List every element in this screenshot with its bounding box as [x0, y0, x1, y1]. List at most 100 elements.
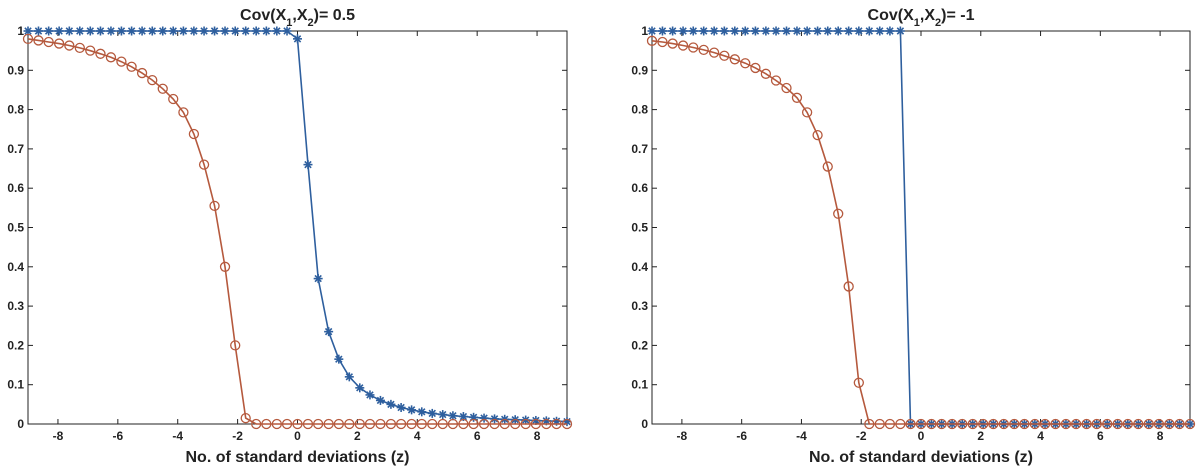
y-tick-label: 0.5: [631, 221, 648, 235]
data-point: [157, 83, 168, 94]
data-point: [667, 38, 678, 49]
data-point: [885, 26, 895, 36]
x-tick-label: 0: [294, 429, 301, 443]
data-point: [719, 50, 730, 61]
data-point: [677, 40, 689, 51]
data-point: [427, 418, 438, 430]
data-point: [106, 26, 116, 36]
x-tick-label: 6: [474, 429, 481, 443]
y-tick-label: 1: [641, 24, 648, 38]
data-point: [324, 327, 334, 337]
data-point: [199, 26, 209, 36]
data-point: [1091, 418, 1102, 430]
data-point: [926, 418, 937, 430]
data-point: [822, 161, 833, 172]
data-point: [458, 418, 469, 430]
data-point: [302, 418, 314, 430]
y-tick-label: 1: [17, 24, 24, 38]
chart-title: Cov(X1,X2)= -1: [868, 7, 975, 29]
data-point: [719, 26, 729, 36]
data-point: [219, 261, 231, 272]
data-point: [333, 418, 344, 430]
data-point: [230, 340, 241, 351]
data-point: [1174, 418, 1185, 430]
x-tick-label: -2: [856, 429, 867, 443]
data-point: [957, 418, 968, 430]
data-point: [281, 418, 293, 430]
y-tick-label: 0.1: [7, 378, 24, 392]
x-tick-label: -8: [677, 429, 688, 443]
data-point: [801, 107, 813, 118]
data-point: [168, 26, 178, 36]
data-point: [334, 354, 344, 364]
data-point: [95, 26, 105, 36]
data-point: [541, 418, 552, 430]
data-point: [905, 418, 916, 430]
y-tick-label: 0.9: [631, 63, 648, 77]
data-point: [1070, 418, 1082, 430]
y-tick-label: 0.8: [7, 103, 24, 117]
data-point: [127, 26, 137, 36]
data-point: [520, 418, 531, 430]
data-point: [530, 418, 542, 430]
data-point: [240, 412, 251, 424]
data-point: [740, 58, 751, 69]
data-point: [978, 418, 989, 430]
data-point: [1153, 418, 1165, 430]
data-point: [220, 26, 230, 36]
y-tick-label: 0.4: [7, 260, 24, 274]
data-point: [448, 411, 458, 421]
data-point: [147, 74, 158, 86]
data-point: [261, 26, 271, 36]
y-tick-label: 0: [17, 417, 24, 431]
data-point: [864, 26, 874, 36]
data-point: [158, 26, 168, 36]
data-point: [272, 26, 282, 36]
data-point: [354, 418, 365, 430]
data-point: [915, 418, 927, 430]
data-point: [105, 52, 117, 63]
data-point: [188, 128, 200, 140]
data-point: [510, 418, 521, 430]
data-point: [64, 40, 75, 51]
data-point: [709, 26, 719, 36]
data-point: [760, 68, 772, 79]
chart-title: Cov(X1,X2)= 0.5: [240, 7, 355, 29]
data-point: [802, 26, 812, 36]
data-point: [884, 418, 896, 430]
data-point: [178, 26, 188, 36]
data-point: [771, 26, 781, 36]
data-point: [499, 418, 510, 430]
data-point: [364, 418, 376, 430]
data-point: [833, 208, 844, 219]
data-point: [1009, 418, 1020, 430]
data-point: [646, 35, 658, 46]
data-point: [137, 26, 147, 36]
data-point: [178, 107, 189, 118]
data-point: [489, 418, 500, 430]
data-point: [271, 418, 282, 430]
y-tick-label: 0.6: [631, 181, 648, 195]
data-point: [823, 26, 833, 36]
data-point: [210, 26, 220, 36]
data-point: [770, 75, 782, 86]
data-point: [1060, 418, 1072, 430]
data-point: [729, 54, 740, 65]
data-point: [561, 418, 573, 430]
data-point: [313, 418, 324, 430]
data-point: [678, 26, 688, 36]
data-point: [43, 36, 54, 48]
series-circle: [646, 35, 1196, 430]
data-point: [313, 274, 323, 284]
data-point: [189, 26, 199, 36]
x-tick-label: -6: [736, 429, 747, 443]
data-point: [323, 418, 334, 430]
y-tick-label: 0.4: [631, 260, 648, 274]
data-point: [551, 418, 562, 430]
data-point: [230, 26, 240, 36]
x-tick-label: -6: [112, 429, 123, 443]
data-point: [874, 418, 885, 430]
data-point: [416, 418, 427, 430]
data-point: [688, 42, 699, 53]
x-tick-label: 6: [1097, 429, 1104, 443]
